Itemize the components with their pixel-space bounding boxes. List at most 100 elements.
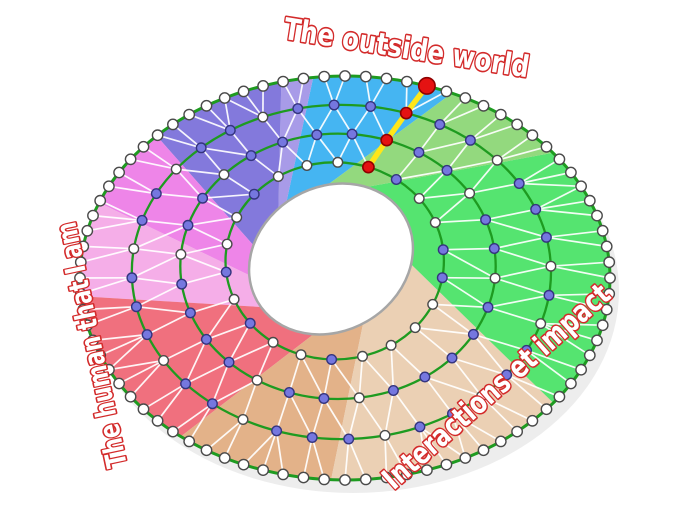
graph-node[interactable] xyxy=(501,369,513,381)
selected-node[interactable] xyxy=(380,133,394,147)
graph-node[interactable] xyxy=(540,231,552,243)
graph-node[interactable] xyxy=(359,473,372,486)
graph-node[interactable] xyxy=(339,70,351,82)
graph-node[interactable] xyxy=(575,363,587,376)
selected-node[interactable] xyxy=(399,106,413,120)
graph-node[interactable] xyxy=(591,334,603,347)
graph-node[interactable] xyxy=(604,272,616,284)
graph-node[interactable] xyxy=(446,352,458,364)
graph-node[interactable] xyxy=(332,156,344,168)
graph-node[interactable] xyxy=(413,146,425,158)
graph-node[interactable] xyxy=(365,100,377,112)
graph-node[interactable] xyxy=(477,444,490,457)
graph-node[interactable] xyxy=(137,403,150,416)
graph-node[interactable] xyxy=(464,134,476,146)
graph-node[interactable] xyxy=(343,433,355,445)
graph-node[interactable] xyxy=(591,209,603,222)
graph-node[interactable] xyxy=(206,398,218,410)
graph-node[interactable] xyxy=(297,471,310,484)
graph-node[interactable] xyxy=(326,354,338,366)
graph-node[interactable] xyxy=(441,164,453,176)
graph-node[interactable] xyxy=(257,464,269,476)
graph-node[interactable] xyxy=(248,188,260,200)
graph-node[interactable] xyxy=(81,319,94,332)
graph-node[interactable] xyxy=(565,166,577,179)
graph-node[interactable] xyxy=(318,473,331,486)
graph-node[interactable] xyxy=(357,350,369,362)
graph-node[interactable] xyxy=(583,349,596,362)
graph-node[interactable] xyxy=(494,435,507,448)
graph-node[interactable] xyxy=(575,180,587,193)
graph-node[interactable] xyxy=(311,129,323,141)
graph-node[interactable] xyxy=(521,344,533,356)
graph-node[interactable] xyxy=(126,272,138,284)
graph-node[interactable] xyxy=(379,429,391,441)
graph-node[interactable] xyxy=(447,408,459,420)
graph-node[interactable] xyxy=(511,425,523,438)
graph-node[interactable] xyxy=(540,403,553,416)
graph-node[interactable] xyxy=(166,425,179,438)
graph-node[interactable] xyxy=(87,209,99,222)
graph-node[interactable] xyxy=(540,140,553,153)
graph-node[interactable] xyxy=(136,214,148,226)
graph-node[interactable] xyxy=(200,333,212,345)
graph-node[interactable] xyxy=(183,435,196,448)
graph-node[interactable] xyxy=(603,256,616,269)
graph-node[interactable] xyxy=(467,328,479,340)
graph-node[interactable] xyxy=(257,111,269,123)
graph-node[interactable] xyxy=(414,421,426,433)
graph-node[interactable] xyxy=(221,238,233,250)
graph-node[interactable] xyxy=(151,129,164,142)
graph-node[interactable] xyxy=(124,153,137,166)
graph-node[interactable] xyxy=(494,108,507,121)
graph-node[interactable] xyxy=(277,136,289,148)
graph-node[interactable] xyxy=(427,298,439,310)
graph-node[interactable] xyxy=(113,166,126,179)
graph-node[interactable] xyxy=(459,92,472,104)
graph-node[interactable] xyxy=(158,355,170,367)
graph-node[interactable] xyxy=(464,187,476,199)
graph-node[interactable] xyxy=(526,414,539,427)
graph-node[interactable] xyxy=(244,317,256,329)
graph-node[interactable] xyxy=(150,188,162,200)
graph-node[interactable] xyxy=(600,240,613,253)
graph-node[interactable] xyxy=(440,458,453,471)
graph-node[interactable] xyxy=(596,319,609,332)
graph-node[interactable] xyxy=(436,272,448,284)
graph-node[interactable] xyxy=(400,75,413,88)
graph-node[interactable] xyxy=(530,203,542,215)
graph-node[interactable] xyxy=(137,140,150,153)
graph-node[interactable] xyxy=(175,248,187,260)
graph-node[interactable] xyxy=(353,392,365,404)
graph-node[interactable] xyxy=(77,303,90,316)
graph-node[interactable] xyxy=(603,287,616,300)
graph-node[interactable] xyxy=(318,393,330,405)
graph-node[interactable] xyxy=(251,374,263,386)
graph-node[interactable] xyxy=(477,99,490,112)
graph-node[interactable] xyxy=(380,471,393,484)
graph-node[interactable] xyxy=(535,318,547,330)
graph-node[interactable] xyxy=(197,192,209,204)
graph-node[interactable] xyxy=(141,329,153,341)
graph-node[interactable] xyxy=(224,124,236,136)
graph-node[interactable] xyxy=(184,307,196,319)
graph-node[interactable] xyxy=(237,414,249,426)
graph-node[interactable] xyxy=(77,240,90,253)
graph-node[interactable] xyxy=(218,169,230,181)
graph-node[interactable] xyxy=(81,224,94,237)
graph-node[interactable] xyxy=(488,242,500,254)
graph-node[interactable] xyxy=(295,349,307,361)
selected-node[interactable] xyxy=(417,76,436,95)
graph-node[interactable] xyxy=(267,336,279,348)
graph-node[interactable] xyxy=(103,363,115,376)
graph-node[interactable] xyxy=(596,224,609,237)
graph-node[interactable] xyxy=(429,216,441,228)
graph-node[interactable] xyxy=(583,194,596,207)
graph-node[interactable] xyxy=(237,85,250,98)
graph-node[interactable] xyxy=(434,118,446,130)
graph-node[interactable] xyxy=(277,468,289,481)
selected-node[interactable] xyxy=(361,160,375,174)
graph-node[interactable] xyxy=(385,339,397,351)
graph-node[interactable] xyxy=(511,118,523,131)
graph-node[interactable] xyxy=(380,72,393,85)
